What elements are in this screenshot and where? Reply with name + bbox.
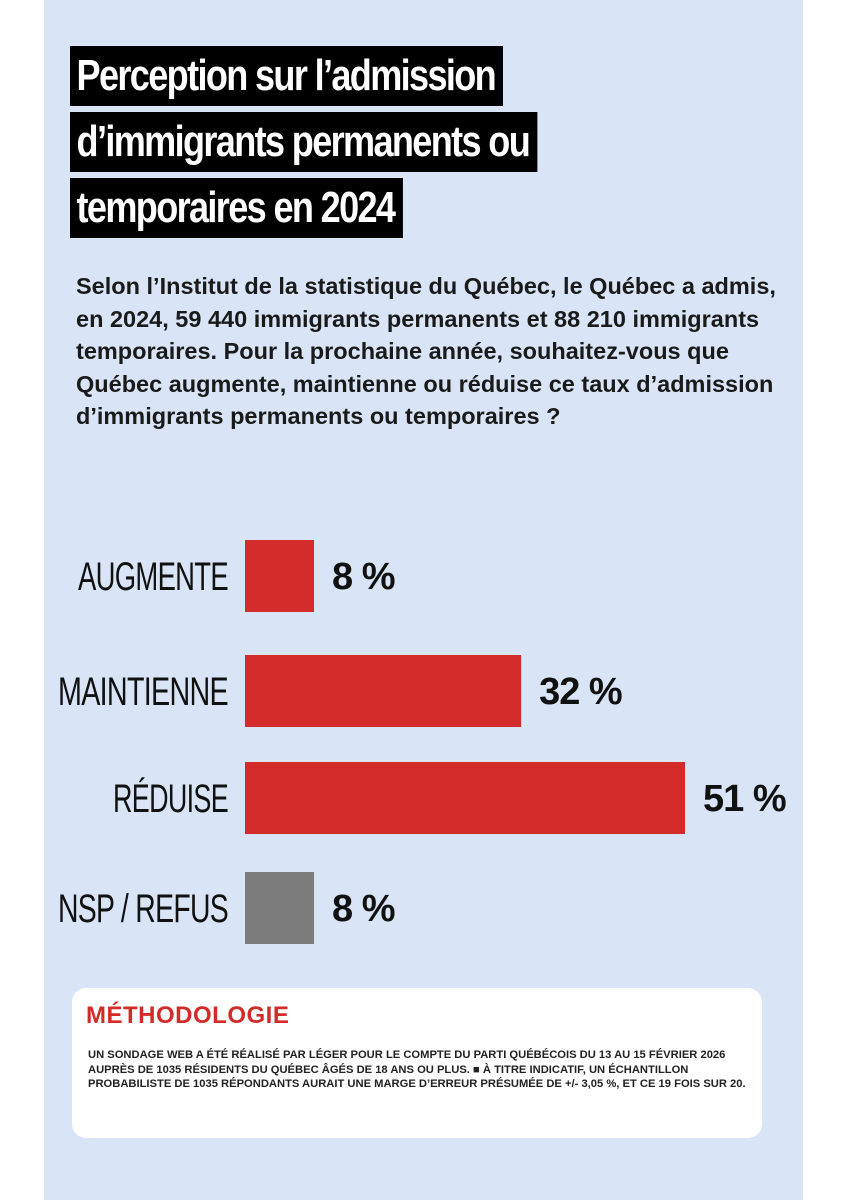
methodology-title: MÉTHODOLOGIE xyxy=(86,1002,290,1029)
methodology-box: MÉTHODOLOGIE Un sondage web a été réalis… xyxy=(72,988,762,1138)
value-label-3: 8 % xyxy=(332,888,395,930)
methodology-text: Un sondage web a été réalisé par Léger p… xyxy=(88,1049,746,1090)
category-label-0: AUGMENTE xyxy=(78,555,228,599)
category-label-2: RÉDUISE xyxy=(113,776,228,821)
bar-2 xyxy=(245,762,685,834)
value-label-2: 51 % xyxy=(703,778,786,820)
bar-3 xyxy=(245,872,315,944)
title-line-3: temporaires en 2024 xyxy=(70,178,403,238)
category-label-3: NSP / REFUS xyxy=(58,887,228,931)
value-label-1: 32 % xyxy=(539,671,622,713)
bar-1 xyxy=(245,655,522,727)
survey-question: Selon l’Institut de la statistique du Qu… xyxy=(76,273,776,429)
bar-0 xyxy=(245,540,315,612)
title-line-2: d’immigrants permanents ou xyxy=(70,112,538,172)
value-label-0: 8 % xyxy=(332,556,395,598)
title-line-1: Perception sur l’admission xyxy=(70,46,504,106)
category-label-1: MAINTIENNE xyxy=(58,670,228,714)
